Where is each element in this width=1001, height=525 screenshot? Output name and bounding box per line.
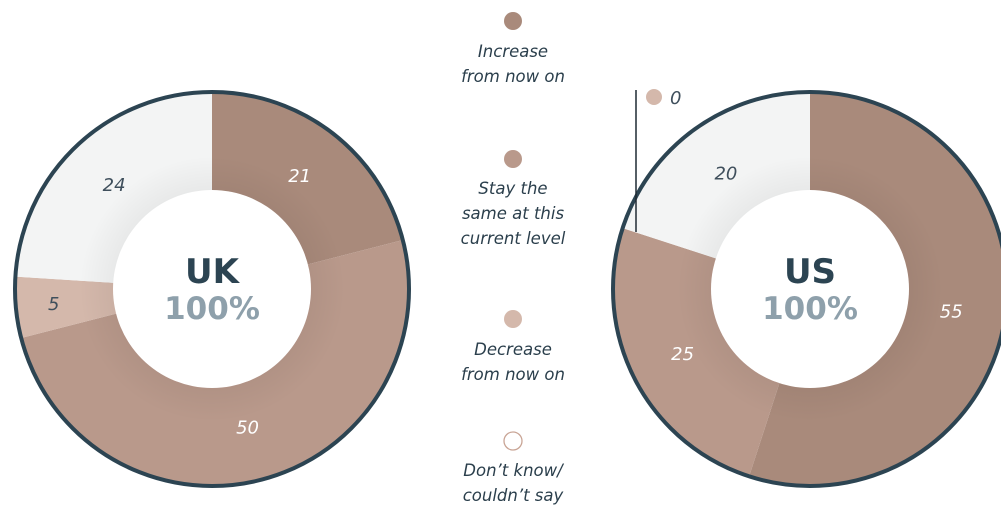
- uk-center-hole: [113, 190, 311, 388]
- uk-value-label-dont-know: 24: [103, 175, 126, 196]
- us-value-label-dont-know: 20: [714, 163, 737, 184]
- legend-label-decrease-line-2: from now on: [461, 365, 565, 384]
- legend-swatch-increase: [504, 12, 522, 30]
- legend-label-dont-know-line-1: Don’t know/: [463, 461, 565, 480]
- legend-item-stay-same: Stay the same at this current level: [461, 150, 566, 248]
- chart-legend: Increase from now on Stay the same at this c…: [461, 12, 566, 505]
- uk-center-total: 100%: [164, 291, 260, 327]
- legend-label-increase-line-2: from now on: [461, 67, 565, 86]
- legend-label-stay-same-line-2: same at this: [462, 204, 565, 223]
- uk-value-label-increase: 21: [288, 166, 311, 187]
- legend-label-stay-same-line-1: Stay the: [478, 179, 547, 198]
- legend-swatch-stay-same: [504, 150, 522, 168]
- legend-swatch-dont-know: [503, 431, 523, 451]
- legend-label-increase-line-1: Increase: [478, 42, 548, 61]
- uk-ring-border: [13, 90, 411, 488]
- us-value-label-decrease: 0: [670, 88, 681, 109]
- uk-value-label-decrease: 5: [48, 294, 59, 315]
- us-ring-border: [611, 90, 1001, 488]
- us-center-hole: [711, 190, 909, 388]
- uk-value-label-stay-same: 50: [236, 418, 259, 439]
- legend-label-stay-same-line-3: current level: [461, 229, 566, 248]
- us-zero-callout-dot: [646, 89, 662, 105]
- legend-label-decrease-line-1: Decrease: [474, 340, 552, 359]
- us-center-label: US: [784, 252, 836, 292]
- us-center-total: 100%: [762, 291, 858, 327]
- us-value-label-increase: 55: [940, 301, 963, 322]
- uk-center-label: UK: [185, 252, 241, 292]
- legend-item-dont-know: Don’t know/couldn’t say: [463, 431, 565, 505]
- legend-item-increase: Increase from now on: [461, 12, 565, 86]
- legend-swatch-decrease: [504, 310, 522, 328]
- us-value-label-stay-same: 25: [671, 344, 694, 365]
- legend-label-dont-know-line-2: couldn’t say: [463, 486, 564, 505]
- legend-item-decrease: Decrease from now on: [461, 310, 565, 384]
